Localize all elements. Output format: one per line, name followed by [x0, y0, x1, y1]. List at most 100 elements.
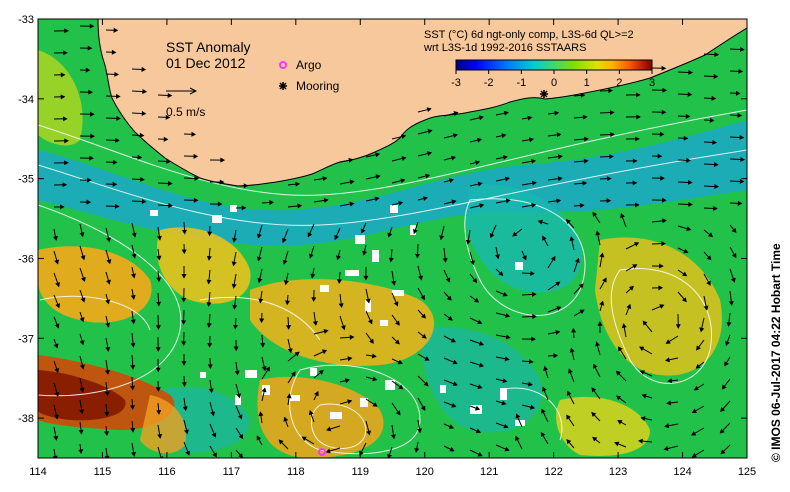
colorbar-tick-label: -3 — [451, 77, 461, 89]
current-vector-head — [447, 315, 453, 321]
current-vector-head — [130, 385, 136, 391]
current-vector-head — [635, 202, 640, 208]
current-vector-head — [494, 254, 500, 260]
current-vector-head — [540, 431, 546, 438]
current-vector-head — [504, 446, 510, 452]
mooring-marker — [540, 90, 548, 98]
map-date: 01 Dec 2012 — [166, 55, 246, 71]
current-vector-head — [256, 233, 262, 239]
current-vector-head — [104, 370, 110, 375]
current-vector-head — [691, 408, 697, 414]
current-vector-head — [469, 260, 475, 266]
argo-legend-label: Argo — [296, 58, 322, 72]
current-vector-head — [116, 115, 121, 121]
current-vector-head — [515, 435, 520, 442]
current-vector-head — [89, 155, 94, 161]
current-vector-head — [259, 318, 265, 324]
current-vector-head — [112, 181, 118, 187]
current-vector-head — [285, 325, 292, 330]
current-vector-head — [104, 391, 110, 397]
current-vector-head — [735, 90, 741, 96]
current-vector-head — [721, 384, 727, 390]
current-vector-head — [422, 196, 428, 202]
current-vector-head — [724, 361, 729, 367]
current-vector-head — [706, 255, 712, 261]
current-vector-head — [321, 349, 328, 355]
current-vector-head — [347, 399, 353, 405]
current-vector-head — [639, 370, 645, 375]
current-vector-head — [583, 158, 589, 164]
current-vector-head — [502, 378, 508, 384]
current-vector-head — [636, 114, 641, 120]
colorbar-tick-label: 2 — [616, 77, 622, 89]
current-vector-head — [682, 271, 688, 277]
current-vector-head — [155, 325, 161, 330]
current-vector-head — [220, 157, 226, 163]
current-vector-head — [662, 87, 668, 93]
current-vector-head — [400, 178, 406, 184]
current-vector — [157, 446, 162, 458]
current-vector-head — [452, 133, 458, 139]
current-vector-head — [501, 400, 507, 406]
current-vector-head — [401, 156, 407, 161]
current-vector-head — [105, 346, 111, 352]
x-tick-label: 123 — [609, 466, 627, 478]
x-tick-label: 115 — [94, 466, 112, 478]
current-vector-head — [62, 116, 68, 122]
current-vector-head — [311, 297, 317, 302]
current-vector-head — [725, 340, 730, 346]
current-vector-head — [181, 341, 187, 347]
argo-legend-symbol — [279, 61, 287, 69]
current-vector-head — [105, 299, 111, 305]
current-vector-head — [112, 159, 118, 165]
current-vector-head — [531, 158, 537, 164]
current-vector-head — [541, 408, 546, 414]
current-vector-head — [89, 23, 95, 29]
current-vector-head — [260, 342, 266, 348]
current-vector-head — [55, 303, 60, 309]
current-vector-head — [398, 384, 404, 390]
current-vector-head — [714, 184, 719, 190]
current-vector-head — [60, 94, 66, 100]
x-tick-label: 116 — [158, 466, 176, 478]
current-vector-head — [709, 117, 715, 123]
current-vector-head — [591, 411, 597, 417]
current-vector-head — [713, 73, 719, 80]
current-vector-head — [711, 95, 717, 101]
current-vector-head — [338, 303, 344, 309]
current-vector-head — [555, 329, 561, 335]
current-vector-head — [79, 232, 85, 238]
current-vector-head — [79, 409, 85, 415]
current-vector-head — [610, 131, 615, 138]
current-vector-head — [130, 427, 136, 433]
current-vector-head — [139, 132, 145, 138]
warm-patch-east — [595, 237, 722, 376]
y-tick-label: -36 — [18, 253, 34, 265]
current-vector-head — [185, 450, 190, 456]
current-vector-head — [155, 387, 161, 392]
current-vector-head — [366, 430, 371, 436]
current-vector-head — [372, 376, 378, 382]
current-vector-head — [479, 203, 485, 209]
current-vector-head — [584, 136, 589, 142]
argo-float-marker — [318, 448, 326, 456]
current-vector-head — [412, 228, 418, 235]
current-vector-head — [401, 134, 407, 140]
current-vector-head — [665, 339, 671, 344]
current-vector-head — [609, 110, 615, 116]
current-vector-head — [530, 270, 535, 277]
current-vector-head — [452, 359, 458, 365]
current-vector-head — [424, 356, 430, 361]
current-vector-head — [344, 378, 350, 384]
current-vector-head — [614, 441, 620, 447]
current-vector-head — [181, 249, 187, 255]
current-vector-head — [207, 343, 213, 348]
current-vector-head — [210, 411, 215, 417]
current-vector-head — [659, 263, 664, 269]
current-vector-head — [256, 256, 262, 262]
current-vector-head — [340, 325, 346, 331]
current-vector-head — [80, 255, 86, 261]
missing-data-patches — [150, 205, 525, 426]
current-vector-head — [287, 348, 293, 354]
current-vector-head — [193, 197, 199, 203]
